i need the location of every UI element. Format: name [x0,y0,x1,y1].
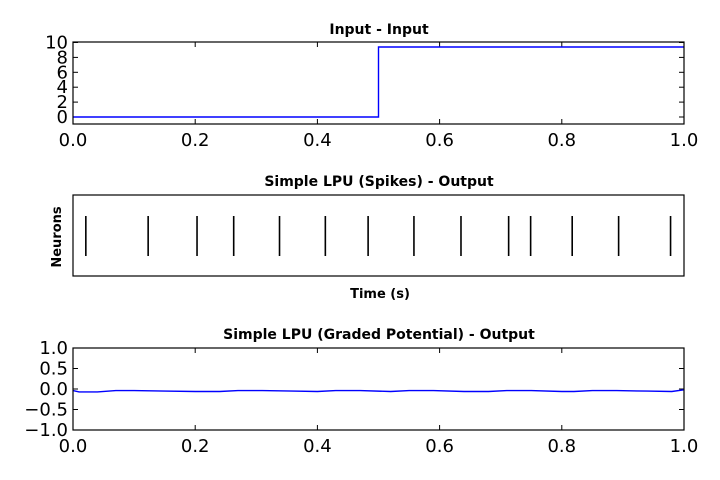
x-tick-label: 0.2 [181,436,210,457]
y-tick-label: 10 [45,33,68,54]
graded-series-line [72,389,685,393]
y-tick-label: 4 [57,77,68,98]
panel-graded: Simple LPU (Graded Potential) - Output 0… [24,327,698,457]
panel-spikes: Simple LPU (Spikes) - Output Time (s) Ne… [50,174,685,302]
x-tick-label: 1.0 [670,130,699,151]
panel-spikes-xlabel: Time (s) [350,287,410,302]
x-tick-label: 0.2 [181,130,210,151]
y-tick-label: 0.0 [39,379,68,400]
y-tick-label: 2 [57,92,68,113]
x-tick-label: 0.4 [303,436,332,457]
x-tick-label: 1.0 [670,436,699,457]
panel-input-plot [73,46,684,118]
x-tick-label: 0.4 [303,130,332,151]
y-tick-label: 0 [57,107,68,128]
y-tick-label: 6 [57,62,68,83]
y-tick-label: 8 [57,47,68,68]
input-series-line [73,46,684,118]
y-tick-label: −0.5 [24,400,68,421]
x-tick-label: 0.8 [547,436,576,457]
x-tick-label: 0.0 [59,130,88,151]
panel-graded-title: Simple LPU (Graded Potential) - Output [223,327,535,343]
y-tick-label: 0.5 [39,359,68,380]
panel-graded-plot [72,389,685,393]
panel-spikes-frame [72,194,685,277]
panel-input-title: Input - Input [329,22,429,38]
x-tick-label: 0.6 [425,436,454,457]
y-tick-label: 1.0 [39,338,68,359]
x-tick-label: 0.6 [425,130,454,151]
panel-spikes-title: Simple LPU (Spikes) - Output [264,174,494,190]
panel-spikes-plot [85,216,672,256]
panel-graded-ticks: 0.0 0.2 0.4 0.6 0.8 1.01.00.50.0−0.5−1.0 [24,338,698,457]
panel-input-frame [72,41,685,125]
x-tick-label: 0.8 [547,130,576,151]
panel-spikes-ylabel: Neurons [50,206,65,268]
y-tick-label: −1.0 [24,420,68,441]
panel-graded-frame [72,347,685,431]
x-tick-label: 0.0 [59,436,88,457]
